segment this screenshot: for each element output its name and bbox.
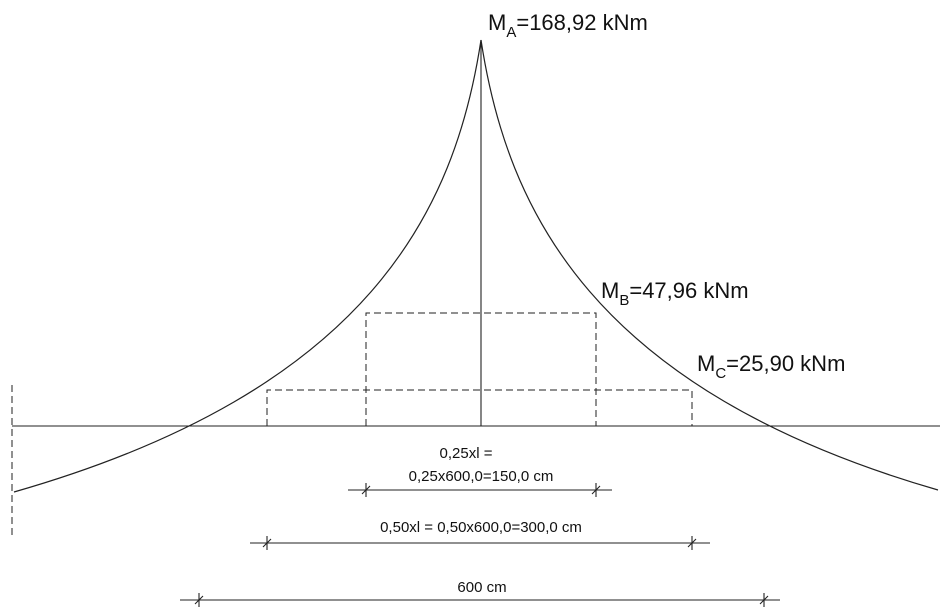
dim-half-label: 0,50xl = 0,50x600,0=300,0 cm [380,519,582,536]
dim-half-tick-left [262,538,272,548]
moment-a-label: MA=168,92 kNm [488,10,648,41]
dim-half-tick-right [687,538,697,548]
moment-curve-right [480,39,939,491]
dim-full-tick-right [759,595,769,605]
moment-c-label: MC=25,90 kNm [697,351,845,382]
moment-curve-left [13,39,482,493]
dim-quarter-tick-right [591,485,601,495]
dim-quarter-tick-left [361,485,371,495]
dim-full-tick-left [194,595,204,605]
dim-quarter-label-line2: 0,25x600,0=150,0 cm [409,468,554,485]
dim-quarter-label-line1: 0,25xl = [440,445,493,462]
moment-b-label: MB=47,96 kNm [601,278,749,309]
dim-full-label: 600 cm [457,579,506,596]
mb-region-rect [365,312,597,426]
mc-region-rect [266,389,693,426]
